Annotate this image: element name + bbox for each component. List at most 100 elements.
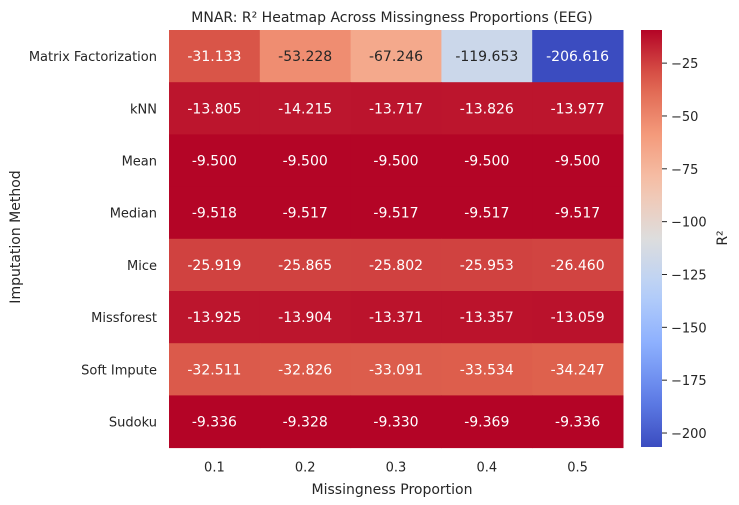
- cell-value-label: -9.500: [464, 154, 509, 170]
- heatmap-cell: [259, 343, 352, 396]
- colorbar-tick-label: −150: [671, 321, 707, 336]
- heatmap-cell: [532, 30, 624, 83]
- x-axis-label: Missingness Proportion: [312, 482, 473, 498]
- cell-value-label: -32.511: [187, 362, 241, 378]
- heatmap-cell: [169, 186, 261, 240]
- heatmap-cell: [350, 395, 442, 449]
- colorbar: [641, 30, 662, 447]
- heatmap-cell: [441, 395, 533, 449]
- heatmap-cell: [169, 343, 261, 396]
- cell-value-label: -34.247: [551, 362, 605, 378]
- y-tick-label: kNN: [130, 102, 157, 117]
- heatmap-cell: [169, 395, 261, 449]
- colorbar-tick-label: −50: [671, 110, 698, 125]
- colorbar-ticks: −25 −50 −75 −100 −125 −150 −175 −200: [662, 57, 707, 442]
- heatmap-cell: [441, 82, 533, 135]
- cell-value-label: -33.534: [460, 362, 514, 378]
- y-tick-label: Mean: [122, 155, 157, 170]
- heatmap-cell: [350, 134, 442, 188]
- cell-value-label: -13.059: [551, 310, 605, 326]
- heatmap-cell: [259, 82, 352, 135]
- cell-value-label: -9.336: [192, 415, 237, 431]
- heatmap-cell: [441, 186, 533, 240]
- cell-value-label: -9.518: [192, 206, 237, 222]
- heatmap-cell: [259, 395, 352, 449]
- y-tick-label: Median: [110, 207, 157, 222]
- cell-value-label: -9.517: [373, 206, 418, 222]
- heatmap-cell: [259, 30, 352, 83]
- heatmap-cell: [259, 291, 352, 344]
- cell-value-label: -67.246: [369, 49, 423, 65]
- heatmap-cell: [259, 186, 352, 240]
- cell-value-label: -9.500: [373, 154, 418, 170]
- heatmap-cell: [532, 238, 624, 292]
- cell-value-label: -13.357: [460, 310, 514, 326]
- x-tick-label: 0.1: [204, 461, 225, 476]
- cell-value-label: -25.802: [369, 258, 423, 274]
- cell-value-label: -13.371: [369, 310, 423, 326]
- cell-value-label: -13.977: [551, 101, 605, 117]
- cell-value-label: -9.500: [192, 154, 237, 170]
- cell-value-label: -32.826: [278, 362, 332, 378]
- cell-value-label: -9.328: [283, 415, 328, 431]
- heatmap-cell: [350, 291, 442, 344]
- cell-value-label: -9.369: [464, 415, 509, 431]
- heatmap-cells: [169, 30, 624, 449]
- cell-value-label: -9.330: [373, 415, 418, 431]
- heatmap-cell: [350, 30, 442, 83]
- y-axis-label: Imputation Method: [8, 170, 24, 303]
- heatmap-cell: [169, 291, 261, 344]
- heatmap-cell: [350, 186, 442, 240]
- cell-value-label: -9.517: [283, 206, 328, 222]
- cell-value-label: -25.865: [278, 258, 332, 274]
- x-tick-labels: 0.1 0.2 0.3 0.4 0.5: [204, 461, 588, 476]
- cell-value-label: -13.925: [187, 310, 241, 326]
- colorbar-tick-label: −25: [671, 57, 698, 72]
- heatmap-cell: [169, 238, 261, 292]
- chart-title: MNAR: R² Heatmap Across Missingness Prop…: [191, 10, 592, 26]
- heatmap-cell: [441, 30, 533, 83]
- cell-value-label: -13.826: [460, 101, 514, 117]
- colorbar-tick-label: −125: [671, 268, 707, 283]
- cell-value-label: -53.228: [278, 49, 332, 65]
- colorbar-tick-label: −175: [671, 374, 707, 389]
- heatmap-cell: [350, 82, 442, 135]
- y-tick-labels: Matrix Factorization kNN Mean Median Mice Mis…: [29, 50, 157, 430]
- heatmap-cell: [532, 134, 624, 188]
- y-tick-label: Mice: [127, 259, 157, 274]
- cell-value-label: -119.653: [455, 49, 518, 65]
- cell-value-label: -9.500: [283, 154, 328, 170]
- cell-value-label: -9.517: [464, 206, 509, 222]
- y-tick-label: Sudoku: [109, 416, 157, 431]
- cell-value-label: -13.805: [187, 101, 241, 117]
- colorbar-tick-label: −200: [671, 427, 707, 442]
- cell-value-label: -13.717: [369, 101, 423, 117]
- heatmap-cell: [441, 343, 533, 396]
- cell-value-label: -9.517: [555, 206, 600, 222]
- cell-value-label: -206.616: [546, 49, 609, 65]
- heatmap-cell: [169, 82, 261, 135]
- heatmap-cell: [350, 343, 442, 396]
- colorbar-label: R²: [715, 230, 731, 245]
- y-tick-label: Matrix Factorization: [29, 50, 157, 65]
- heatmap-cell: [532, 186, 624, 240]
- cell-value-label: -26.460: [551, 258, 605, 274]
- heatmap-cell: [350, 238, 442, 292]
- heatmap-cell: [532, 82, 624, 135]
- cell-value-label: -25.919: [187, 258, 241, 274]
- cell-value-label: -25.953: [460, 258, 514, 274]
- heatmap-cell: [169, 134, 261, 188]
- colorbar-tick-label: −100: [671, 216, 707, 231]
- heatmap-cell: [169, 30, 261, 83]
- cell-value-label: -31.133: [187, 49, 241, 65]
- colorbar-tick-label: −75: [671, 163, 698, 178]
- y-tick-label: Missforest: [91, 311, 157, 326]
- heatmap-cell: [441, 291, 533, 344]
- x-tick-label: 0.2: [295, 461, 316, 476]
- cell-value-label: -9.336: [555, 415, 600, 431]
- cell-value-label: -33.091: [369, 362, 423, 378]
- heatmap-cell: [532, 395, 624, 449]
- heatmap-cell: [532, 291, 624, 344]
- cell-value-label: -9.500: [555, 154, 600, 170]
